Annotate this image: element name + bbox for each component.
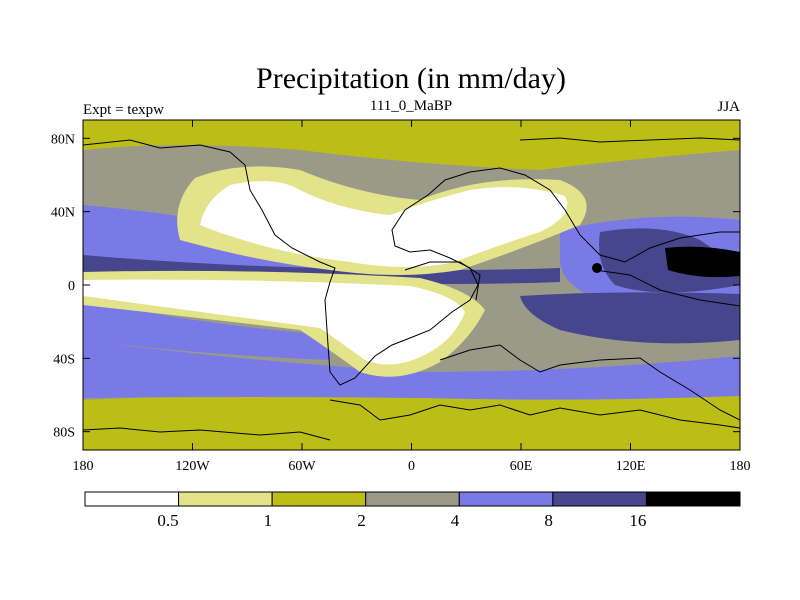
colorbar-swatch (365, 491, 460, 507)
precipitation-field (83, 120, 740, 450)
field-band (83, 300, 330, 360)
field-band (665, 246, 740, 278)
y-tick-label: 80S (53, 426, 75, 441)
x-tick-label: 180 (730, 459, 751, 474)
experiment-label: Expt = texpw (83, 102, 164, 118)
colorbar-label: 0.5 (157, 511, 178, 530)
field-band (200, 181, 568, 267)
field-band (83, 120, 740, 170)
colorbar: 0.5 1 2 4 8 16 (84, 491, 741, 530)
field-band (83, 279, 465, 365)
coastlines (83, 137, 740, 441)
colorbar-swatch (458, 491, 554, 507)
x-tick-label: 180 (73, 459, 94, 474)
colorbar-swatch (178, 491, 273, 507)
x-axis: 180 120W 60W 0 60E 120E 180 (73, 120, 751, 474)
colorbar-swatch (271, 491, 367, 507)
y-tick-label: 80N (51, 132, 75, 147)
season-label: JJA (717, 99, 740, 115)
colorbar-label: 2 (357, 511, 366, 530)
time-label: 111_0_MaBP (370, 98, 452, 114)
x-tick-label: 60W (288, 459, 316, 474)
field-band (520, 292, 740, 344)
colorbar-swatch (84, 491, 180, 507)
field-band (83, 340, 740, 400)
x-tick-label: 120E (616, 459, 646, 474)
y-tick-label: 40S (53, 352, 75, 367)
x-tick-label: 0 (408, 459, 415, 474)
y-tick-label: 40N (51, 206, 75, 221)
colorbar-label: 16 (629, 511, 646, 530)
y-tick-label: 0 (68, 279, 75, 294)
y-axis: 80N 40N 0 40S 80S (51, 132, 740, 441)
field-band (592, 263, 602, 273)
colorbar-label: 4 (451, 511, 460, 530)
colorbar-swatch (552, 491, 647, 507)
chart-title: Precipitation (in mm/day) (256, 62, 566, 95)
x-tick-label: 60E (510, 459, 533, 474)
field-band (83, 394, 740, 450)
colorbar-swatch (645, 491, 741, 507)
colorbar-label: 8 (544, 511, 553, 530)
x-tick-label: 120W (175, 459, 210, 474)
colorbar-label: 1 (264, 511, 273, 530)
